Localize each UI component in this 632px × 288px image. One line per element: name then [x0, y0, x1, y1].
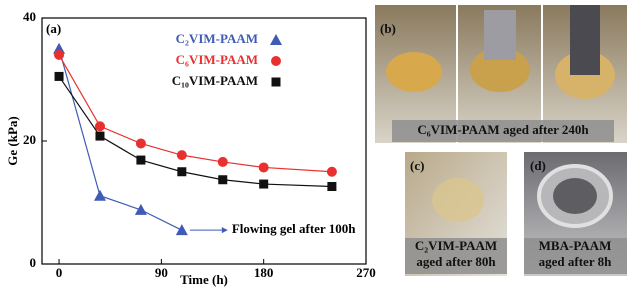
- marker: [259, 180, 268, 189]
- marker: [218, 157, 228, 167]
- y-tick-label: 20: [23, 132, 36, 147]
- x-tick-label: 180: [254, 265, 274, 280]
- photo-caption: C₆VIM-PAAM aged after 240h: [417, 122, 589, 137]
- marker: [54, 50, 64, 60]
- annotation-arrowhead: [222, 227, 228, 233]
- photo-label: (c): [410, 158, 424, 173]
- panel-label: (a): [46, 21, 61, 36]
- photo-caption: aged after 8h: [539, 254, 612, 269]
- photo-caption: C₂VIM-PAAM: [415, 238, 497, 253]
- marker: [95, 132, 104, 141]
- x-tick-label: 0: [56, 265, 63, 280]
- marker: [136, 138, 146, 148]
- marker: [94, 190, 106, 201]
- series-line: [59, 76, 332, 186]
- marker: [259, 162, 269, 172]
- marker: [327, 167, 337, 177]
- photo-caption: MBA-PAAM: [539, 238, 612, 253]
- annotation: Flowing gel after 100h: [232, 221, 356, 236]
- marker: [136, 156, 145, 165]
- photo-label: (d): [530, 158, 546, 173]
- y-axis-label: Ge (kPa): [5, 116, 20, 165]
- legend-label: C₂VIM-PAAM: [176, 31, 258, 46]
- marker: [135, 204, 147, 215]
- legend-marker: [271, 56, 281, 66]
- marker: [177, 150, 187, 160]
- marker: [177, 167, 186, 176]
- series-line: [59, 49, 182, 230]
- marker: [218, 175, 227, 184]
- marker: [327, 182, 336, 191]
- figure: 0 90 180 270 0 20 40 Time (h) Ge (kPa) (a) C₂VIM-P…: [0, 0, 632, 288]
- x-tick-label: 270: [356, 265, 376, 280]
- photo-caption: aged after 80h: [416, 254, 496, 269]
- legend-label: C₆VIM-PAAM: [176, 52, 258, 67]
- y-tick-label: 0: [30, 255, 37, 270]
- legend-label: C₁₀VIM-PAAM: [172, 73, 258, 88]
- legend-marker: [272, 78, 281, 87]
- marker: [176, 224, 188, 235]
- legend-marker: [270, 34, 282, 45]
- x-axis-label: Time (h): [180, 272, 228, 287]
- y-tick-label: 40: [23, 9, 36, 24]
- marker: [55, 72, 64, 81]
- x-tick-label: 90: [155, 265, 168, 280]
- marker: [95, 121, 105, 131]
- photo-label: (b): [380, 21, 396, 36]
